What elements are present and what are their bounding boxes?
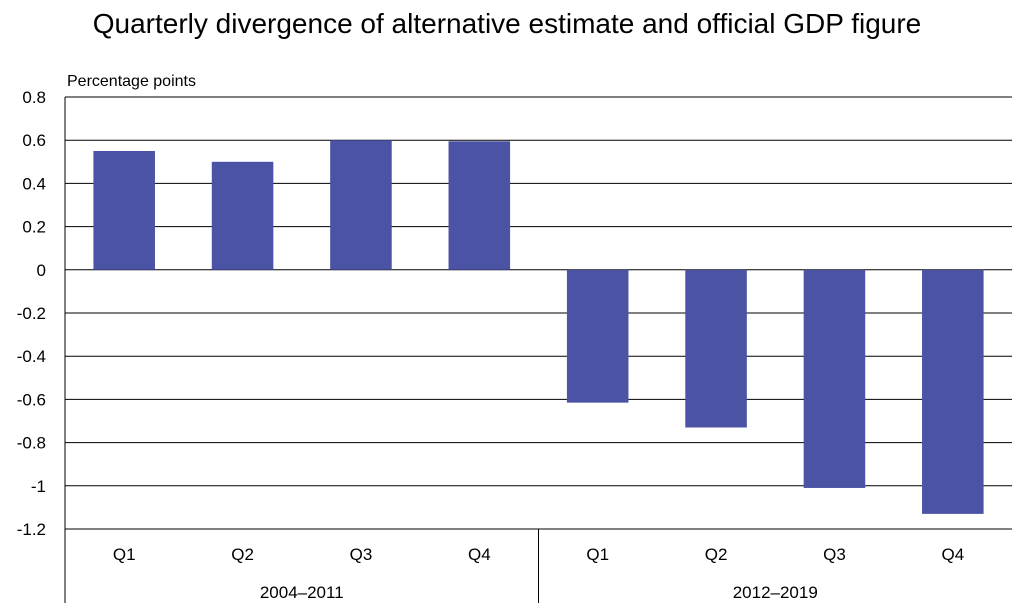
y-tick-label: -0.2 xyxy=(17,304,46,323)
x-tick-label: Q2 xyxy=(231,545,254,564)
group-label: 2004–2011 xyxy=(260,583,344,602)
group-labels: 2004–2011 2012–2019 xyxy=(260,583,818,602)
y-axis-label: Percentage points xyxy=(67,73,196,90)
x-tick-label: Q2 xyxy=(705,545,728,564)
x-tick-label: Q4 xyxy=(468,545,491,564)
x-tick-label: Q1 xyxy=(586,545,609,564)
y-tick-label: 0 xyxy=(37,261,46,280)
axes xyxy=(64,97,539,603)
x-tick-label: Q1 xyxy=(113,545,136,564)
y-tick-label: -0.6 xyxy=(17,390,46,409)
bars xyxy=(93,140,984,514)
bar xyxy=(93,151,155,270)
bar xyxy=(803,269,866,488)
gridlines xyxy=(65,96,1012,530)
y-tick-label: -1.2 xyxy=(17,520,46,539)
group-label: 2012–2019 xyxy=(733,583,818,602)
bar xyxy=(211,161,274,270)
bar xyxy=(566,269,629,403)
x-tick-label: Q3 xyxy=(823,545,846,564)
bar xyxy=(922,269,984,514)
y-tick-labels: 0.8 0.6 0.4 0.2 0 -0.2 -0.4 -0.6 -0.8 -1 -1.2 xyxy=(17,88,46,539)
y-tick-label: -0.4 xyxy=(17,347,46,366)
y-tick-label: -1 xyxy=(31,477,46,496)
y-tick-label: 0.4 xyxy=(22,174,46,193)
bar xyxy=(685,269,747,428)
bar xyxy=(448,141,511,270)
bar xyxy=(330,140,392,270)
chart-title: Quarterly divergence of alternative esti… xyxy=(92,8,922,39)
y-tick-label: -0.8 xyxy=(17,434,46,453)
x-tick-labels: Q1 Q2 Q3 Q4 Q1 Q2 Q3 Q4 xyxy=(113,545,964,564)
x-tick-label: Q4 xyxy=(941,545,964,564)
y-tick-label: 0.8 xyxy=(22,88,46,107)
y-tick-label: 0.2 xyxy=(22,218,46,237)
x-tick-label: Q3 xyxy=(350,545,373,564)
y-tick-label: 0.6 xyxy=(22,131,46,150)
